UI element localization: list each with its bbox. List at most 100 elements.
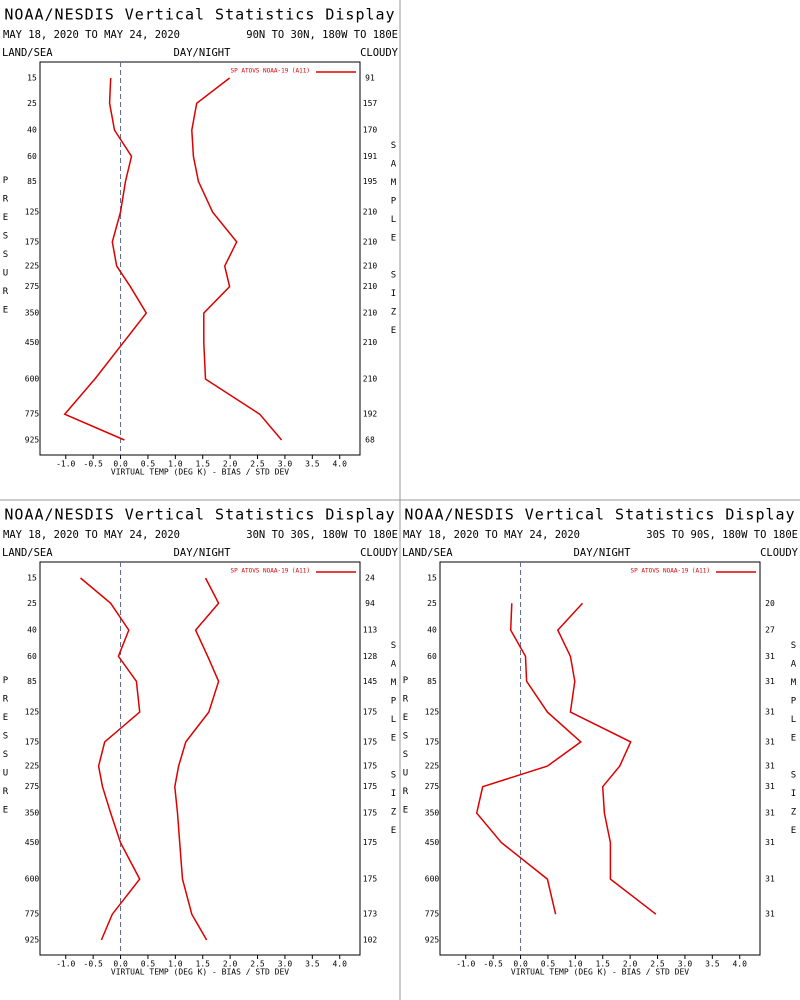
cloudy: CLOUDY (360, 547, 399, 559)
plot-frame (39, 561, 361, 956)
sample-size-label: 31 (765, 652, 775, 661)
sample-size-label: 31 (765, 875, 775, 884)
y-tick-label: 85 (27, 177, 37, 186)
y-tick-label: 450 (25, 338, 40, 347)
region: 30N TO 30S, 180W TO 180E (246, 529, 398, 541)
sample-size-label: 210 (363, 237, 378, 246)
sample-size-label: 210 (363, 208, 378, 217)
y-tick-label: 15 (427, 574, 437, 583)
y-tick-label: 25 (427, 599, 437, 608)
sample-size-label: 31 (765, 782, 775, 791)
sample-size-label: 31 (765, 708, 775, 717)
x-tick-label: 2.5 (650, 960, 665, 969)
x-axis-label: VIRTUAL TEMP (DEG K) - BIAS / STD DEV (111, 468, 289, 477)
y-tick-label: 775 (25, 410, 40, 419)
y-tick-label: 775 (425, 910, 440, 919)
region: 30S TO 90S, 180W TO 180E (646, 529, 798, 541)
day-night: DAY/NIGHT (174, 547, 232, 559)
x-tick-label: 3.0 (278, 460, 293, 469)
y-tick-label: 275 (425, 782, 440, 791)
y-tick-label: 350 (25, 309, 40, 318)
y-tick-label: 350 (25, 809, 40, 818)
sample-size-label: 175 (363, 838, 378, 847)
day-night: DAY/NIGHT (574, 547, 632, 559)
y-tick-label: 60 (27, 652, 37, 661)
y-tick-label: 925 (25, 436, 40, 445)
x-tick-label: 0.5 (541, 960, 556, 969)
profile-line (556, 602, 657, 915)
x-tick-label: 2.5 (250, 460, 265, 469)
y-tick-label: 775 (25, 910, 40, 919)
y-tick-label: 600 (25, 875, 40, 884)
y2-axis-label: SAMPLE SIZE (389, 641, 399, 845)
profile-line (63, 77, 148, 441)
sample-size-label: 175 (363, 875, 378, 884)
sample-size-label: 94 (365, 599, 375, 608)
x-tick-label: -0.5 (484, 960, 503, 969)
sample-size-label: 24 (365, 574, 375, 583)
sample-size-label: 173 (363, 910, 378, 919)
x-tick-label: 0.0 (113, 460, 128, 469)
sample-size-label: 175 (363, 809, 378, 818)
y-tick-label: 15 (27, 74, 37, 83)
sample-size-label: 192 (363, 410, 378, 419)
sample-size-label: 210 (363, 262, 378, 271)
x-tick-label: 2.5 (250, 960, 265, 969)
y-axis-label: PRESSURE (1, 676, 11, 824)
y-tick-label: 40 (27, 626, 37, 635)
sample-size-label: 210 (363, 338, 378, 347)
x-tick-label: 1.5 (196, 960, 211, 969)
x-tick-label: 1.5 (196, 460, 211, 469)
y-tick-label: 175 (25, 737, 40, 746)
y-tick-label: 175 (425, 737, 440, 746)
x-tick-label: 3.5 (305, 460, 320, 469)
y-tick-label: 350 (425, 809, 440, 818)
y-tick-label: 25 (27, 599, 37, 608)
land-sea: LAND/SEA (402, 547, 453, 559)
x-tick-label: 2.0 (223, 460, 238, 469)
y-tick-label: 600 (425, 875, 440, 884)
sample-size-label: 31 (765, 737, 775, 746)
y-tick-label: 450 (425, 838, 440, 847)
x-tick-label: -0.5 (84, 460, 103, 469)
y-tick-label: 25 (27, 99, 37, 108)
y2-axis-label: SAMPLE SIZE (389, 141, 399, 345)
y-tick-label: 925 (425, 936, 440, 945)
sample-size-label: 175 (363, 737, 378, 746)
y-tick-label: 600 (25, 375, 40, 384)
sample-size-label: 157 (363, 99, 378, 108)
y-tick-label: 225 (25, 262, 40, 271)
sample-size-label: 113 (363, 626, 378, 635)
date-range: MAY 18, 2020 TO MAY 24, 2020 (403, 529, 580, 541)
x-tick-label: -1.0 (56, 460, 75, 469)
sample-size-label: 195 (363, 177, 378, 186)
sample-size-label: 102 (363, 936, 378, 945)
land-sea: LAND/SEA (2, 47, 53, 59)
sample-size-label: 175 (363, 782, 378, 791)
y-axis-label: PRESSURE (1, 176, 11, 324)
y-tick-label: 60 (427, 652, 437, 661)
title: NOAA/NESDIS Vertical Statistics Display (4, 6, 395, 24)
y-tick-label: 60 (27, 152, 37, 161)
y-axis-label: PRESSURE (401, 676, 411, 824)
x-tick-label: 1.5 (596, 960, 611, 969)
y-tick-label: 40 (427, 626, 437, 635)
x-tick-label: -1.0 (456, 960, 475, 969)
profile-line (475, 603, 582, 915)
sample-size-label: 31 (765, 762, 775, 771)
title: NOAA/NESDIS Vertical Statistics Display (4, 506, 395, 524)
date-range: MAY 18, 2020 TO MAY 24, 2020 (3, 29, 180, 41)
x-tick-label: 0.5 (141, 460, 156, 469)
profile-line (80, 577, 141, 941)
x-axis-label: VIRTUAL TEMP (DEG K) - BIAS / STD DEV (111, 968, 289, 977)
cloudy: CLOUDY (360, 47, 399, 59)
land-sea: LAND/SEA (2, 547, 53, 559)
x-tick-label: 1.0 (568, 960, 583, 969)
x-tick-label: 2.0 (623, 960, 638, 969)
sample-size-label: 128 (363, 652, 378, 661)
legend-label: SP ATOVS NOAA-19 (A11) (631, 568, 710, 575)
plot-frame (439, 561, 761, 956)
x-axis-label: VIRTUAL TEMP (DEG K) - BIAS / STD DEV (511, 968, 689, 977)
sample-size-label: 31 (765, 838, 775, 847)
